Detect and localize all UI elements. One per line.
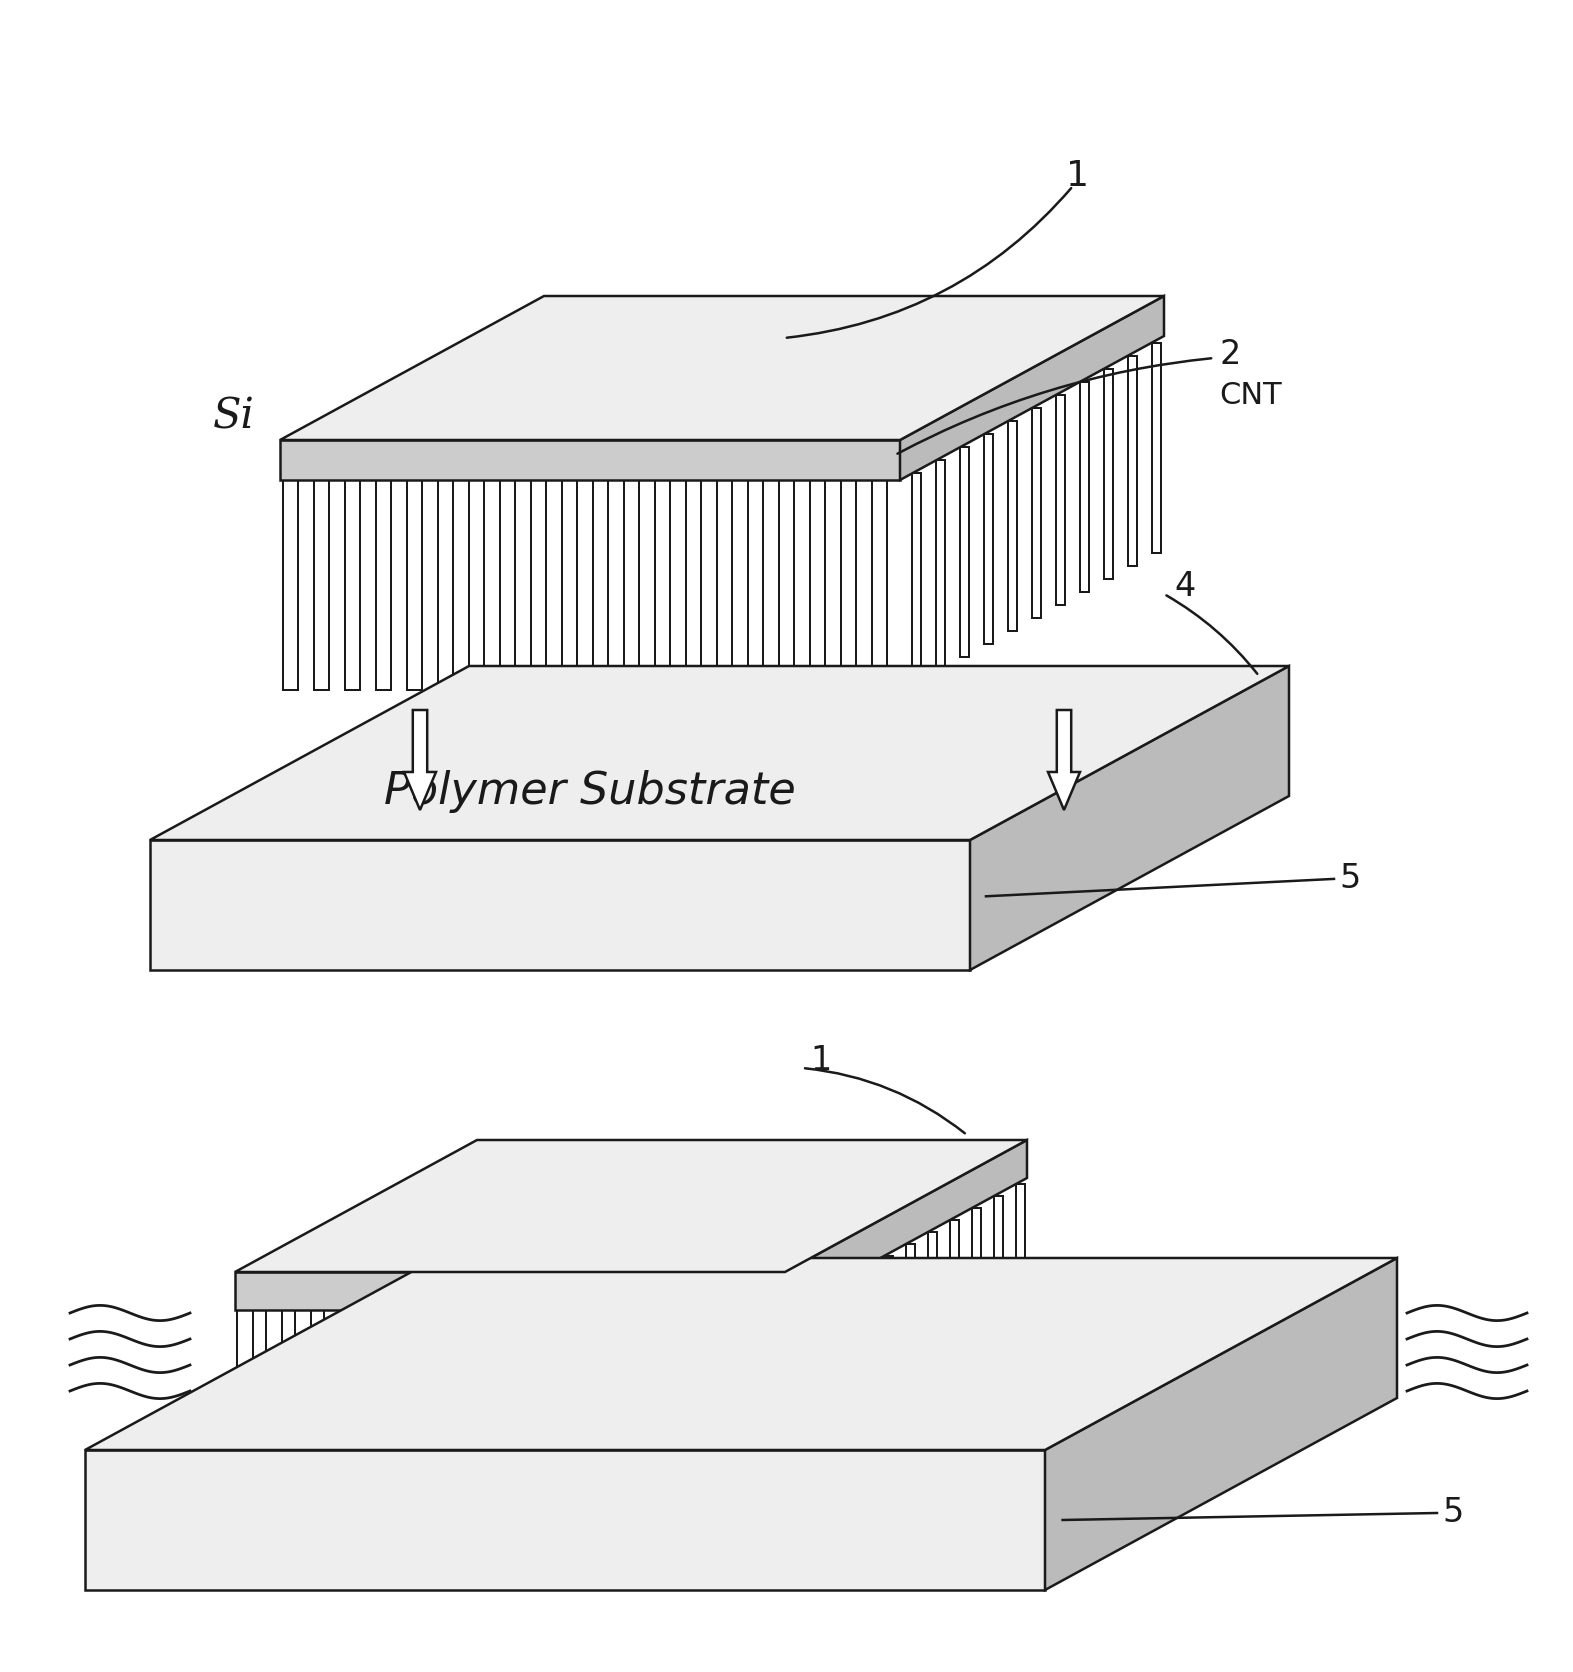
Polygon shape — [686, 480, 702, 691]
Polygon shape — [900, 296, 1164, 480]
Polygon shape — [928, 1232, 938, 1373]
Polygon shape — [749, 480, 763, 691]
Polygon shape — [1032, 408, 1040, 619]
Polygon shape — [324, 1309, 340, 1450]
Text: 1: 1 — [1066, 159, 1090, 192]
Polygon shape — [1081, 381, 1089, 592]
Polygon shape — [562, 480, 577, 691]
Polygon shape — [884, 1256, 893, 1396]
Polygon shape — [85, 1257, 1397, 1450]
Text: 4: 4 — [1173, 570, 1195, 602]
Polygon shape — [785, 1140, 1027, 1309]
Text: 1: 1 — [810, 1043, 832, 1077]
Polygon shape — [555, 1309, 571, 1450]
Polygon shape — [840, 1281, 849, 1420]
Polygon shape — [1151, 343, 1161, 552]
Polygon shape — [1055, 395, 1065, 605]
Polygon shape — [352, 1309, 370, 1450]
Text: 5: 5 — [1442, 1496, 1463, 1530]
Text: 2: 2 — [1219, 338, 1241, 371]
Polygon shape — [344, 480, 360, 691]
Polygon shape — [440, 1309, 456, 1450]
Polygon shape — [1008, 421, 1016, 630]
Polygon shape — [593, 480, 609, 691]
Polygon shape — [315, 480, 329, 691]
Polygon shape — [469, 1309, 484, 1450]
Polygon shape — [972, 1207, 982, 1348]
Polygon shape — [411, 1309, 426, 1450]
Polygon shape — [717, 480, 731, 691]
Polygon shape — [985, 435, 993, 644]
Polygon shape — [280, 440, 900, 480]
Polygon shape — [234, 1140, 1027, 1272]
Polygon shape — [500, 480, 514, 691]
Text: CNT: CNT — [1219, 381, 1282, 410]
Polygon shape — [906, 1244, 915, 1384]
Polygon shape — [700, 1309, 716, 1450]
Polygon shape — [994, 1195, 1004, 1336]
Polygon shape — [266, 1309, 282, 1450]
Polygon shape — [613, 1309, 629, 1450]
Polygon shape — [810, 480, 826, 691]
Polygon shape — [796, 1304, 805, 1445]
Polygon shape — [936, 460, 944, 670]
Polygon shape — [1104, 370, 1112, 579]
Polygon shape — [469, 480, 484, 691]
Polygon shape — [1048, 711, 1081, 809]
Polygon shape — [149, 665, 1288, 839]
Polygon shape — [283, 480, 299, 691]
Polygon shape — [960, 448, 969, 657]
Polygon shape — [296, 1309, 311, 1450]
Polygon shape — [1128, 356, 1137, 565]
Polygon shape — [382, 1309, 398, 1450]
Polygon shape — [149, 839, 971, 970]
Polygon shape — [585, 1309, 601, 1450]
Polygon shape — [1044, 1257, 1397, 1590]
Polygon shape — [818, 1292, 827, 1431]
Polygon shape — [376, 480, 392, 691]
Polygon shape — [871, 480, 887, 691]
Polygon shape — [497, 1309, 514, 1450]
Polygon shape — [234, 1272, 785, 1309]
Polygon shape — [672, 1309, 687, 1450]
Polygon shape — [971, 665, 1288, 970]
Polygon shape — [779, 480, 794, 691]
Polygon shape — [439, 480, 453, 691]
Polygon shape — [238, 1309, 253, 1450]
Polygon shape — [842, 480, 856, 691]
Polygon shape — [730, 1309, 746, 1450]
Polygon shape — [532, 480, 546, 691]
Polygon shape — [950, 1221, 960, 1359]
Polygon shape — [407, 480, 422, 691]
Polygon shape — [1016, 1184, 1024, 1324]
Polygon shape — [654, 480, 670, 691]
Text: Si: Si — [212, 396, 255, 438]
Polygon shape — [912, 473, 920, 684]
Polygon shape — [758, 1309, 774, 1450]
Polygon shape — [404, 711, 436, 809]
Text: 5: 5 — [1339, 863, 1361, 896]
Polygon shape — [85, 1450, 1044, 1590]
Polygon shape — [280, 296, 1164, 440]
Polygon shape — [643, 1309, 659, 1450]
Polygon shape — [624, 480, 639, 691]
Polygon shape — [862, 1267, 871, 1408]
Text: Polymer Substrate: Polymer Substrate — [384, 769, 796, 813]
Polygon shape — [527, 1309, 543, 1450]
